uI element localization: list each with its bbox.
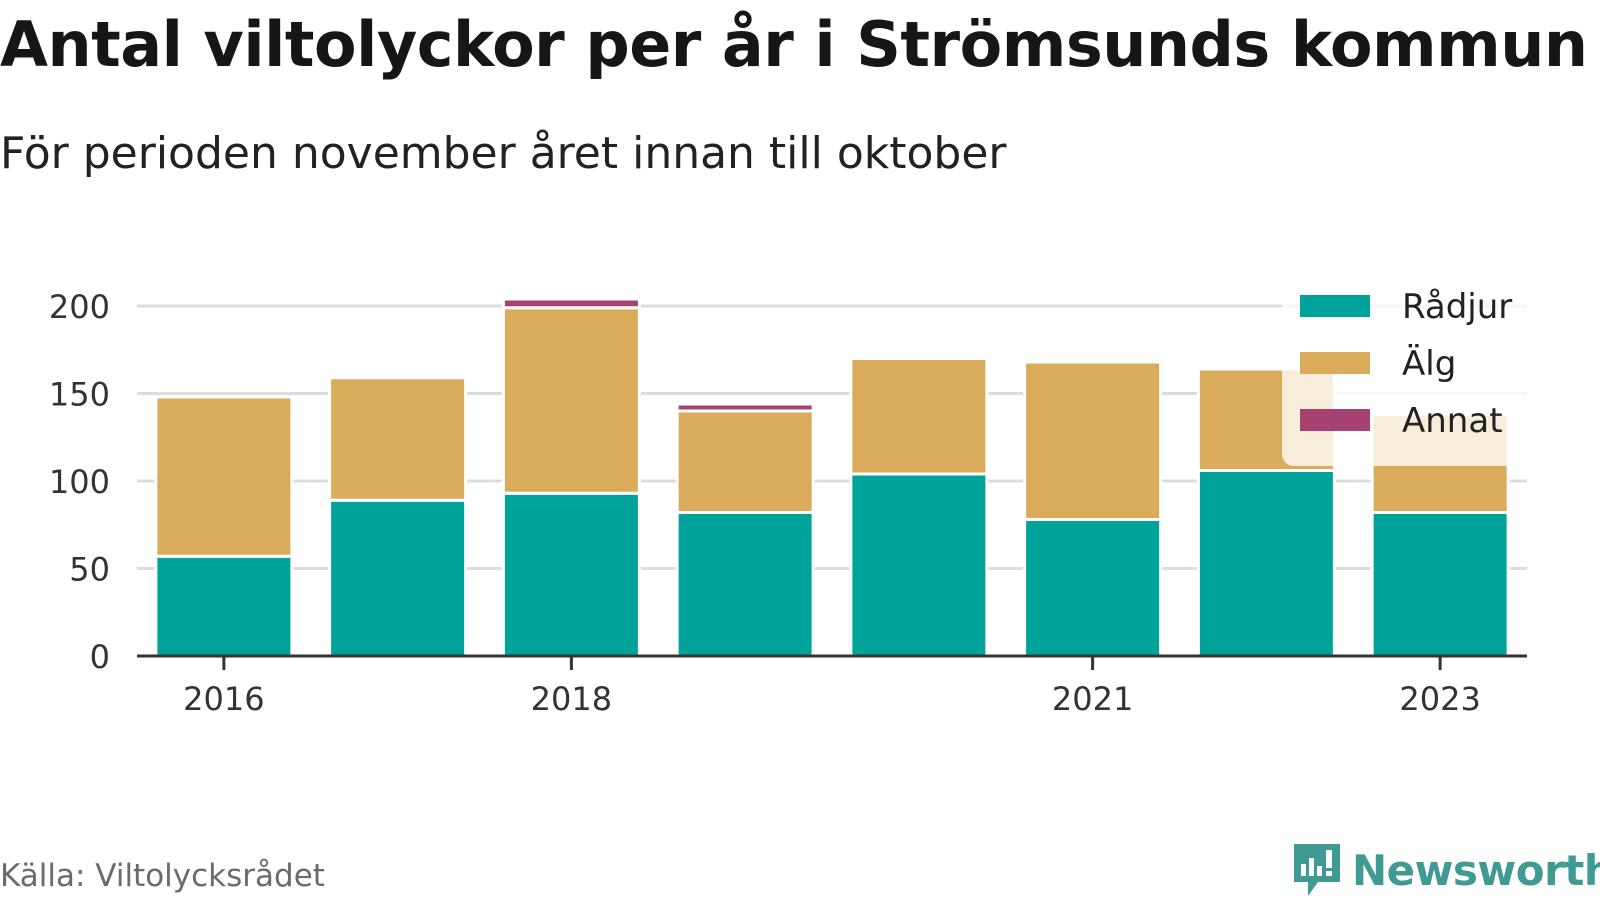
brand-name: Newsworthy: [1352, 845, 1600, 895]
x-tick-label: 2021: [1052, 680, 1133, 718]
bar-2020-Rådjur: [849, 472, 989, 658]
legend-label-Rådjur: Rådjur: [1402, 287, 1512, 327]
bar-2019-Rådjur: [675, 511, 815, 658]
legend: Rådjur Älg Annat: [1282, 276, 1532, 466]
legend-swatch-Annat: [1300, 409, 1370, 431]
bar-2018-Älg: [501, 306, 641, 495]
legend-label-Älg: Älg: [1402, 344, 1456, 384]
legend-swatch-Älg: [1300, 352, 1370, 374]
bar-2017-Rådjur: [328, 498, 468, 658]
bar-2016-Älg: [154, 395, 294, 558]
bar-2019-Älg: [675, 409, 815, 514]
chart-subtitle: För perioden november året innan till ok…: [0, 128, 1007, 179]
y-tick-label: 200: [49, 288, 110, 326]
bar-2018-Annat: [501, 297, 641, 310]
bar-2016-Rådjur: [154, 554, 294, 658]
bar-2018-Rådjur: [501, 491, 641, 658]
x-tick-label: 2016: [183, 680, 264, 718]
x-tick-label: 2023: [1399, 680, 1480, 718]
y-tick-label: 50: [69, 551, 110, 589]
brand: Newsworthy: [1292, 838, 1600, 902]
bar-2019-Annat: [675, 402, 815, 413]
chart-title: Antal viltolyckor per år i Strömsunds ko…: [0, 8, 1588, 81]
legend-swatch-Rådjur: [1300, 295, 1370, 317]
axes: 0 50 100 150 200 2016 2018 2021 2023: [49, 288, 1527, 718]
bar-2023-Rådjur: [1370, 511, 1510, 658]
bar-2020-Älg: [849, 357, 989, 476]
source-label: Källa: Viltolycksrådet: [0, 858, 325, 894]
bar-2021-Rådjur: [1023, 518, 1163, 658]
x-tick-label: 2018: [531, 680, 612, 718]
y-tick-label: 0: [90, 638, 110, 676]
legend-label-Annat: Annat: [1402, 401, 1503, 441]
bar-2017-Älg: [328, 376, 468, 502]
bar-2022-Rådjur: [1196, 469, 1336, 658]
y-tick-label: 100: [49, 463, 110, 501]
newsworthy-logo-icon: [1294, 844, 1340, 896]
bar-2021-Älg: [1023, 360, 1163, 521]
y-tick-label: 150: [49, 376, 110, 414]
